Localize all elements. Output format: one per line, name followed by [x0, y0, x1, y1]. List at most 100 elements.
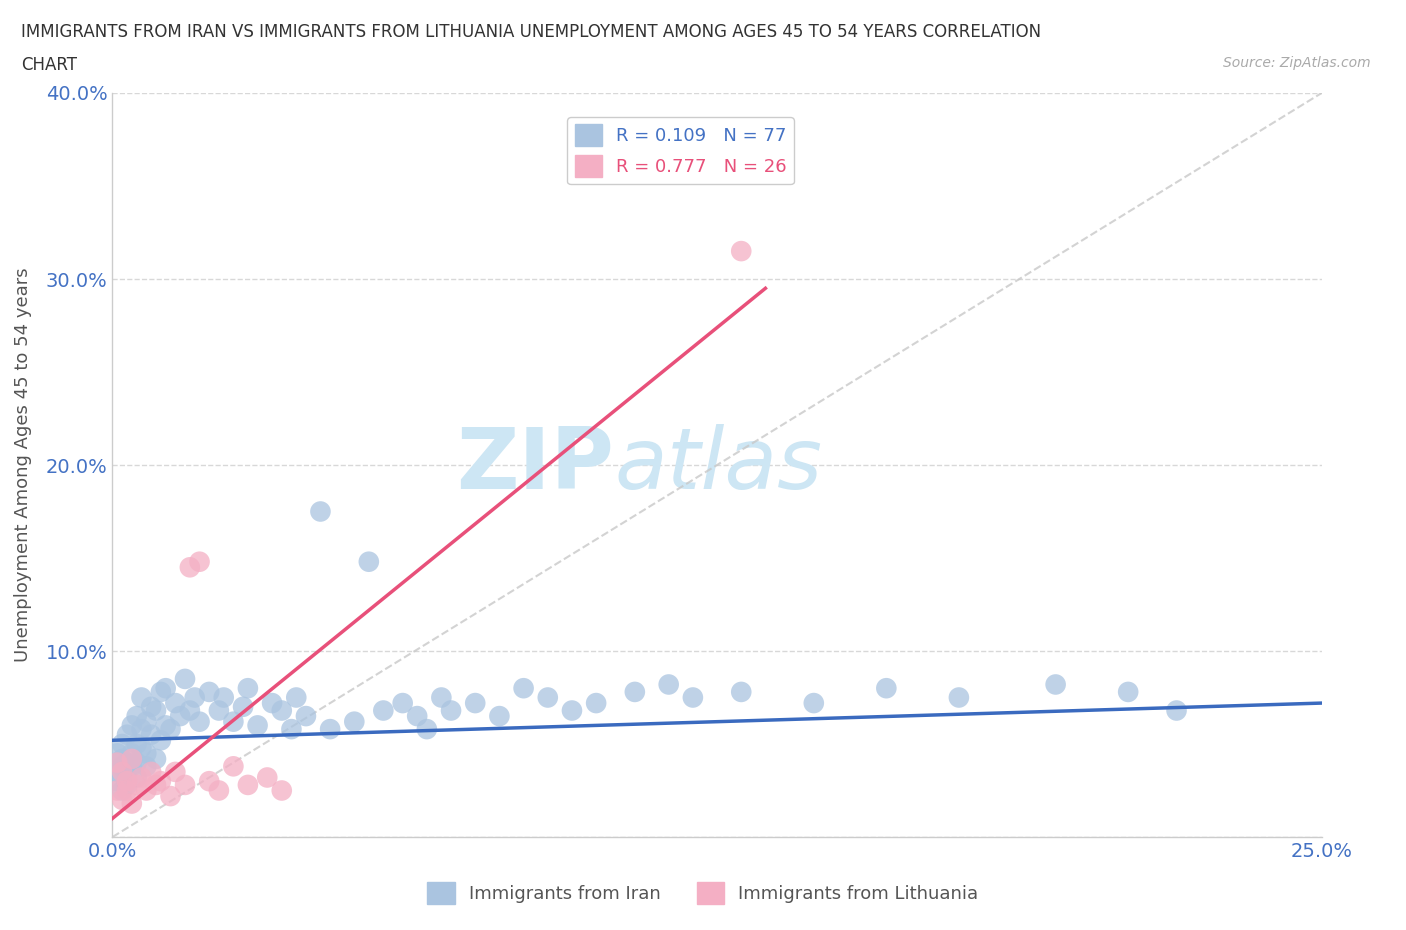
Point — [165, 696, 187, 711]
Point — [357, 554, 380, 569]
Point — [149, 684, 172, 699]
Point — [135, 759, 157, 774]
Point — [440, 703, 463, 718]
Point — [309, 504, 332, 519]
Point — [373, 703, 395, 718]
Point — [135, 783, 157, 798]
Point — [125, 777, 148, 792]
Text: CHART: CHART — [21, 56, 77, 73]
Point — [149, 733, 172, 748]
Point — [262, 696, 284, 711]
Point — [111, 764, 134, 779]
Point — [406, 709, 429, 724]
Point — [343, 714, 366, 729]
Point — [174, 671, 197, 686]
Point — [236, 681, 259, 696]
Point — [658, 677, 681, 692]
Point — [803, 696, 825, 711]
Point — [111, 759, 134, 774]
Point — [179, 560, 201, 575]
Point — [270, 783, 292, 798]
Point — [121, 751, 143, 766]
Point — [236, 777, 259, 792]
Text: IMMIGRANTS FROM IRAN VS IMMIGRANTS FROM LITHUANIA UNEMPLOYMENT AMONG AGES 45 TO : IMMIGRANTS FROM IRAN VS IMMIGRANTS FROM … — [21, 23, 1042, 41]
Point — [141, 727, 163, 742]
Point — [222, 714, 245, 729]
Point — [232, 699, 254, 714]
Point — [179, 703, 201, 718]
Point — [115, 774, 138, 789]
Point — [125, 709, 148, 724]
Point — [105, 783, 128, 798]
Point — [256, 770, 278, 785]
Point — [135, 746, 157, 761]
Legend: Immigrants from Iran, Immigrants from Lithuania: Immigrants from Iran, Immigrants from Li… — [420, 875, 986, 911]
Point — [135, 714, 157, 729]
Point — [155, 718, 177, 733]
Point — [111, 751, 134, 766]
Point — [280, 722, 302, 737]
Point — [208, 703, 231, 718]
Point — [585, 696, 607, 711]
Point — [174, 777, 197, 792]
Point — [125, 770, 148, 785]
Point — [111, 792, 134, 807]
Point — [169, 709, 191, 724]
Point — [125, 755, 148, 770]
Point — [464, 696, 486, 711]
Point — [111, 737, 134, 751]
Point — [295, 709, 318, 724]
Point — [121, 718, 143, 733]
Point — [416, 722, 439, 737]
Point — [1166, 703, 1188, 718]
Point — [145, 703, 167, 718]
Point — [430, 690, 453, 705]
Point — [105, 764, 128, 779]
Point — [115, 783, 138, 798]
Point — [188, 554, 211, 569]
Point — [208, 783, 231, 798]
Point — [115, 755, 138, 770]
Point — [105, 746, 128, 761]
Point — [141, 699, 163, 714]
Point — [1116, 684, 1139, 699]
Point — [222, 759, 245, 774]
Point — [141, 764, 163, 779]
Point — [121, 759, 143, 774]
Point — [165, 764, 187, 779]
Point — [159, 722, 181, 737]
Point — [730, 684, 752, 699]
Point — [246, 718, 269, 733]
Point — [624, 684, 647, 699]
Point — [111, 783, 134, 798]
Text: atlas: atlas — [614, 423, 823, 507]
Point — [682, 690, 704, 705]
Point — [212, 690, 235, 705]
Point — [145, 777, 167, 792]
Legend: R = 0.109   N = 77, R = 0.777   N = 26: R = 0.109 N = 77, R = 0.777 N = 26 — [568, 117, 794, 184]
Point — [198, 774, 221, 789]
Point — [183, 690, 205, 705]
Point — [948, 690, 970, 705]
Point — [121, 746, 143, 761]
Point — [270, 703, 292, 718]
Point — [131, 722, 153, 737]
Point — [125, 737, 148, 751]
Text: Source: ZipAtlas.com: Source: ZipAtlas.com — [1223, 56, 1371, 70]
Point — [285, 690, 308, 705]
Point — [488, 709, 510, 724]
Point — [1045, 677, 1067, 692]
Point — [188, 714, 211, 729]
Point — [875, 681, 897, 696]
Point — [561, 703, 583, 718]
Point — [105, 755, 128, 770]
Point — [391, 696, 413, 711]
Point — [121, 796, 143, 811]
Point — [115, 764, 138, 779]
Y-axis label: Unemployment Among Ages 45 to 54 years: Unemployment Among Ages 45 to 54 years — [14, 268, 32, 662]
Point — [145, 751, 167, 766]
Point — [512, 681, 534, 696]
Point — [155, 681, 177, 696]
Point — [131, 770, 153, 785]
Point — [131, 740, 153, 755]
